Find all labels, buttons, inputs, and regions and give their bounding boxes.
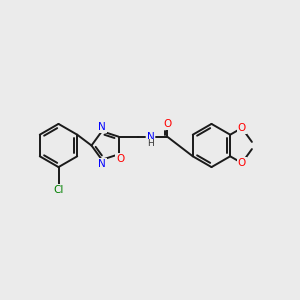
Text: O: O xyxy=(116,154,124,164)
Text: O: O xyxy=(238,123,246,133)
Text: H: H xyxy=(147,139,154,148)
Text: O: O xyxy=(238,158,246,168)
Text: O: O xyxy=(163,119,171,129)
Text: Cl: Cl xyxy=(53,184,64,195)
Text: N: N xyxy=(98,159,106,169)
Text: N: N xyxy=(147,132,154,142)
Text: N: N xyxy=(98,122,106,132)
